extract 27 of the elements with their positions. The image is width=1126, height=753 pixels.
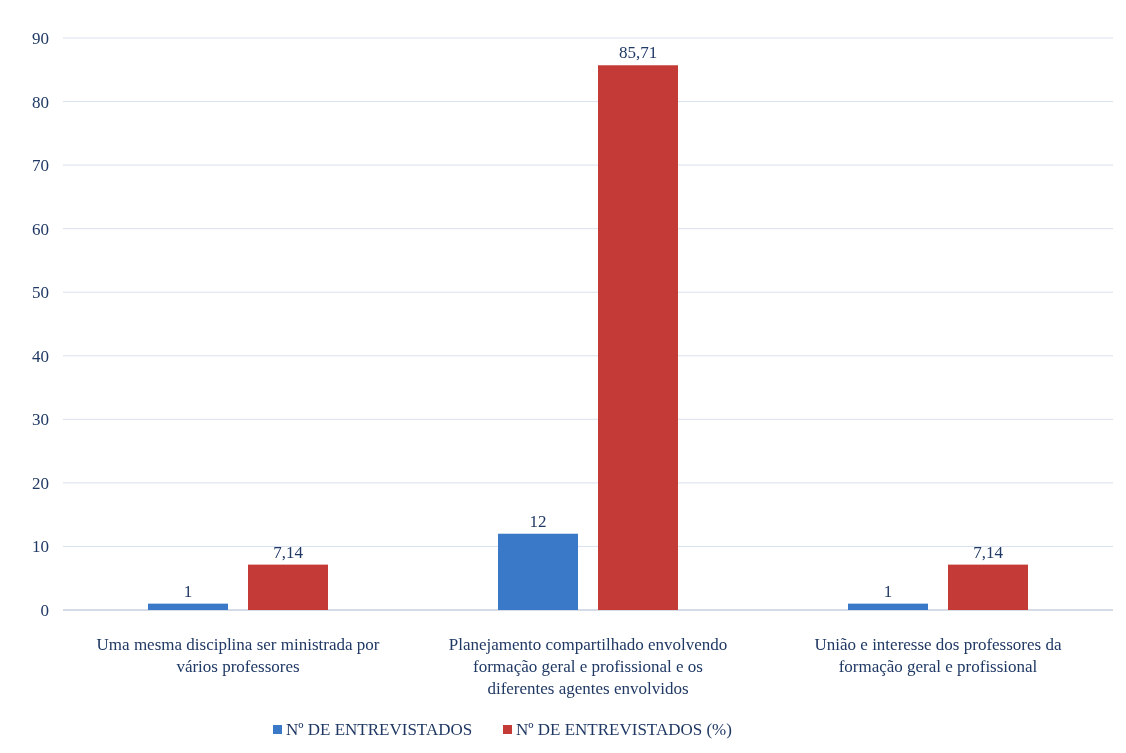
bar (948, 564, 1028, 610)
x-tick-label: União e interesse dos professores da formação geral e profissional (814, 635, 1062, 676)
bar (848, 603, 928, 610)
y-tick-label: 50 (32, 283, 49, 303)
y-tick-label: 70 (32, 156, 49, 176)
y-tick-label: 40 (32, 346, 49, 366)
x-tick-label: Uma mesma disciplina ser ministrada por vários professores (96, 635, 380, 676)
bar (598, 65, 678, 610)
y-tick-label: 60 (32, 219, 49, 239)
y-tick-label: 10 (32, 537, 49, 557)
bar (248, 564, 328, 610)
data-label: 7,14 (973, 542, 1004, 562)
x-tick-label: Planejamento compartilhado envolvendo formação geral e profissional e os diferentes agentes envolvidos (448, 635, 728, 698)
bar (148, 603, 228, 610)
y-tick-label: 30 (32, 410, 49, 430)
y-tick-label: 0 (40, 601, 49, 620)
legend-label: Nº DE ENTREVISTADOS (286, 720, 473, 739)
y-tick-label: 80 (32, 92, 49, 112)
legend-label: Nº DE ENTREVISTADOS (%) (516, 720, 732, 739)
bar (498, 533, 578, 610)
y-tick-label: 20 (32, 473, 49, 493)
data-label: 12 (529, 511, 547, 531)
data-label: 7,14 (273, 542, 304, 562)
y-tick-label: 90 (32, 29, 49, 48)
data-label: 1 (183, 581, 193, 601)
data-label: 1 (883, 581, 893, 601)
data-label: 85,71 (618, 43, 658, 63)
